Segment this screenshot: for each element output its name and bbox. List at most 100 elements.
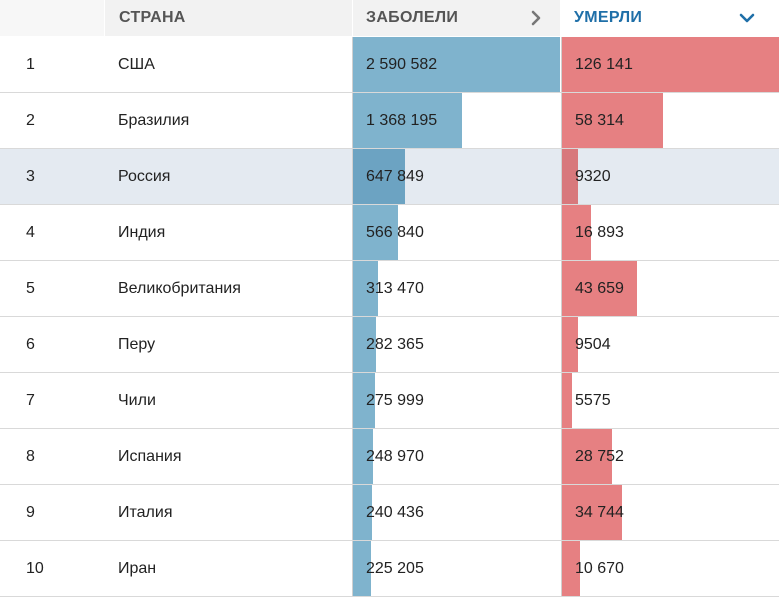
row-country: Индия — [118, 223, 166, 241]
cases-value: 282 365 — [366, 335, 424, 353]
cases-cell: 240 436 — [352, 485, 560, 540]
row-rank: 3 — [26, 167, 35, 185]
deaths-cell: 43 659 — [561, 261, 779, 316]
table-row[interactable]: 5 Великобритания 313 470 43 659 — [0, 261, 779, 317]
header-rank — [0, 0, 104, 36]
cases-value: 1 368 195 — [366, 111, 438, 129]
deaths-bar — [562, 429, 612, 484]
deaths-cell: 126 141 — [561, 37, 779, 92]
chevron-down-icon — [739, 13, 755, 23]
table-row[interactable]: 10 Иран 225 205 10 670 — [0, 541, 779, 597]
cases-value: 225 205 — [366, 559, 424, 577]
deaths-value: 126 141 — [575, 55, 633, 73]
cases-bar — [353, 541, 371, 596]
header-deaths-label: УМЕРЛИ — [574, 9, 643, 26]
header-country[interactable]: СТРАНА — [104, 0, 352, 36]
row-rank: 2 — [26, 111, 35, 129]
row-country: Великобритания — [118, 279, 241, 297]
deaths-bar — [562, 261, 637, 316]
cases-cell: 1 368 195 — [352, 93, 560, 148]
row-rank: 4 — [26, 223, 35, 241]
deaths-value: 9504 — [575, 335, 611, 353]
cases-bar — [353, 149, 405, 204]
row-country: США — [118, 55, 155, 73]
cases-cell: 2 590 582 — [352, 37, 560, 92]
row-rank: 7 — [26, 391, 35, 409]
cases-value: 313 470 — [366, 279, 424, 297]
table-row[interactable]: 9 Италия 240 436 34 744 — [0, 485, 779, 541]
cases-cell: 225 205 — [352, 541, 560, 596]
deaths-bar — [562, 205, 591, 260]
row-country: Чили — [118, 391, 156, 409]
cases-cell: 566 840 — [352, 205, 560, 260]
table-row[interactable]: 6 Перу 282 365 9504 — [0, 317, 779, 373]
table-row[interactable]: 8 Испания 248 970 28 752 — [0, 429, 779, 485]
row-country: Испания — [118, 447, 182, 465]
cases-cell: 282 365 — [352, 317, 560, 372]
cases-value: 2 590 582 — [366, 55, 438, 73]
cases-bar — [353, 93, 462, 148]
row-rank: 9 — [26, 503, 35, 521]
header-deaths-sort-button[interactable]: УМЕРЛИ — [560, 0, 779, 36]
deaths-bar — [562, 37, 779, 92]
deaths-bar — [562, 317, 578, 372]
cases-value: 248 970 — [366, 447, 424, 465]
row-country: Перу — [118, 335, 156, 353]
cases-bar — [353, 205, 398, 260]
cases-value: 275 999 — [366, 391, 424, 409]
deaths-cell: 9320 — [561, 149, 779, 204]
deaths-value: 16 893 — [575, 223, 624, 241]
table-row[interactable]: 1 США 2 590 582 126 141 — [0, 37, 779, 93]
deaths-bar — [562, 373, 572, 428]
deaths-bar — [562, 93, 663, 148]
table-row[interactable]: 4 Индия 566 840 16 893 — [0, 205, 779, 261]
row-rank: 5 — [26, 279, 35, 297]
cases-bar — [353, 485, 372, 540]
row-country: Иран — [118, 559, 157, 577]
deaths-value: 43 659 — [575, 279, 624, 297]
cases-value: 647 849 — [366, 167, 424, 185]
header-cases-sort-button[interactable]: ЗАБОЛЕЛИ — [352, 0, 560, 36]
cases-value: 240 436 — [366, 503, 424, 521]
deaths-value: 58 314 — [575, 111, 624, 129]
cases-cell: 313 470 — [352, 261, 560, 316]
deaths-cell: 34 744 — [561, 485, 779, 540]
deaths-bar — [562, 541, 580, 596]
table-header: СТРАНА ЗАБОЛЕЛИ УМЕРЛИ — [0, 0, 779, 36]
cases-cell: 647 849 — [352, 149, 560, 204]
deaths-bar — [562, 485, 622, 540]
cases-cell: 275 999 — [352, 373, 560, 428]
deaths-value: 28 752 — [575, 447, 624, 465]
cases-cell: 248 970 — [352, 429, 560, 484]
row-country: Бразилия — [118, 111, 190, 129]
row-country: Италия — [118, 503, 173, 521]
deaths-cell: 9504 — [561, 317, 779, 372]
deaths-value: 34 744 — [575, 503, 624, 521]
chevron-right-icon — [531, 10, 541, 26]
table-row[interactable]: 2 Бразилия 1 368 195 58 314 — [0, 93, 779, 149]
deaths-cell: 5575 — [561, 373, 779, 428]
deaths-cell: 10 670 — [561, 541, 779, 596]
deaths-value: 10 670 — [575, 559, 624, 577]
cases-value: 566 840 — [366, 223, 424, 241]
deaths-value: 9320 — [575, 167, 611, 185]
cases-bar — [353, 317, 376, 372]
cases-bar — [353, 261, 378, 316]
table-row[interactable]: 7 Чили 275 999 5575 — [0, 373, 779, 429]
cases-bar — [353, 373, 375, 428]
table-row[interactable]: 3 Россия 647 849 9320 — [0, 149, 779, 205]
deaths-cell: 16 893 — [561, 205, 779, 260]
deaths-cell: 58 314 — [561, 93, 779, 148]
header-cases-label: ЗАБОЛЕЛИ — [366, 9, 459, 26]
row-rank: 6 — [26, 335, 35, 353]
cases-bar — [353, 37, 560, 92]
deaths-cell: 28 752 — [561, 429, 779, 484]
row-rank: 8 — [26, 447, 35, 465]
row-rank: 10 — [26, 559, 44, 577]
cases-bar — [353, 429, 373, 484]
row-rank: 1 — [26, 55, 35, 73]
deaths-bar — [562, 149, 578, 204]
row-country: Россия — [118, 167, 171, 185]
deaths-value: 5575 — [575, 391, 611, 409]
